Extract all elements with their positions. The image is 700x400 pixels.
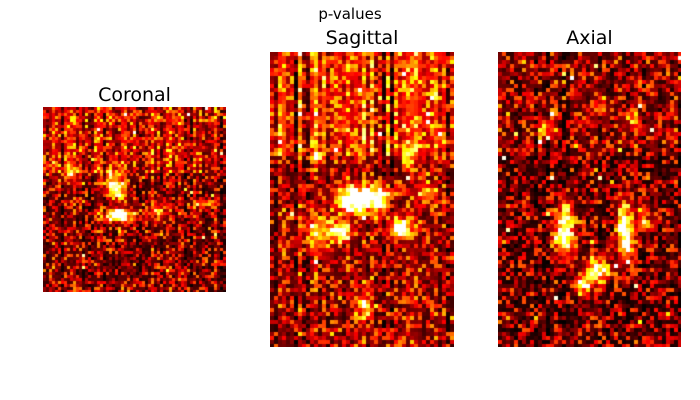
axial-panel-title: Axial xyxy=(498,27,681,49)
sagittal-panel-title: Sagittal xyxy=(270,27,454,49)
coronal-panel-title: Coronal xyxy=(43,84,226,106)
sagittal-pvalue-heatmap xyxy=(270,52,454,347)
figure-suptitle: p-values xyxy=(0,5,700,23)
axial-pvalue-heatmap xyxy=(498,52,681,347)
coronal-pvalue-heatmap xyxy=(43,107,226,292)
